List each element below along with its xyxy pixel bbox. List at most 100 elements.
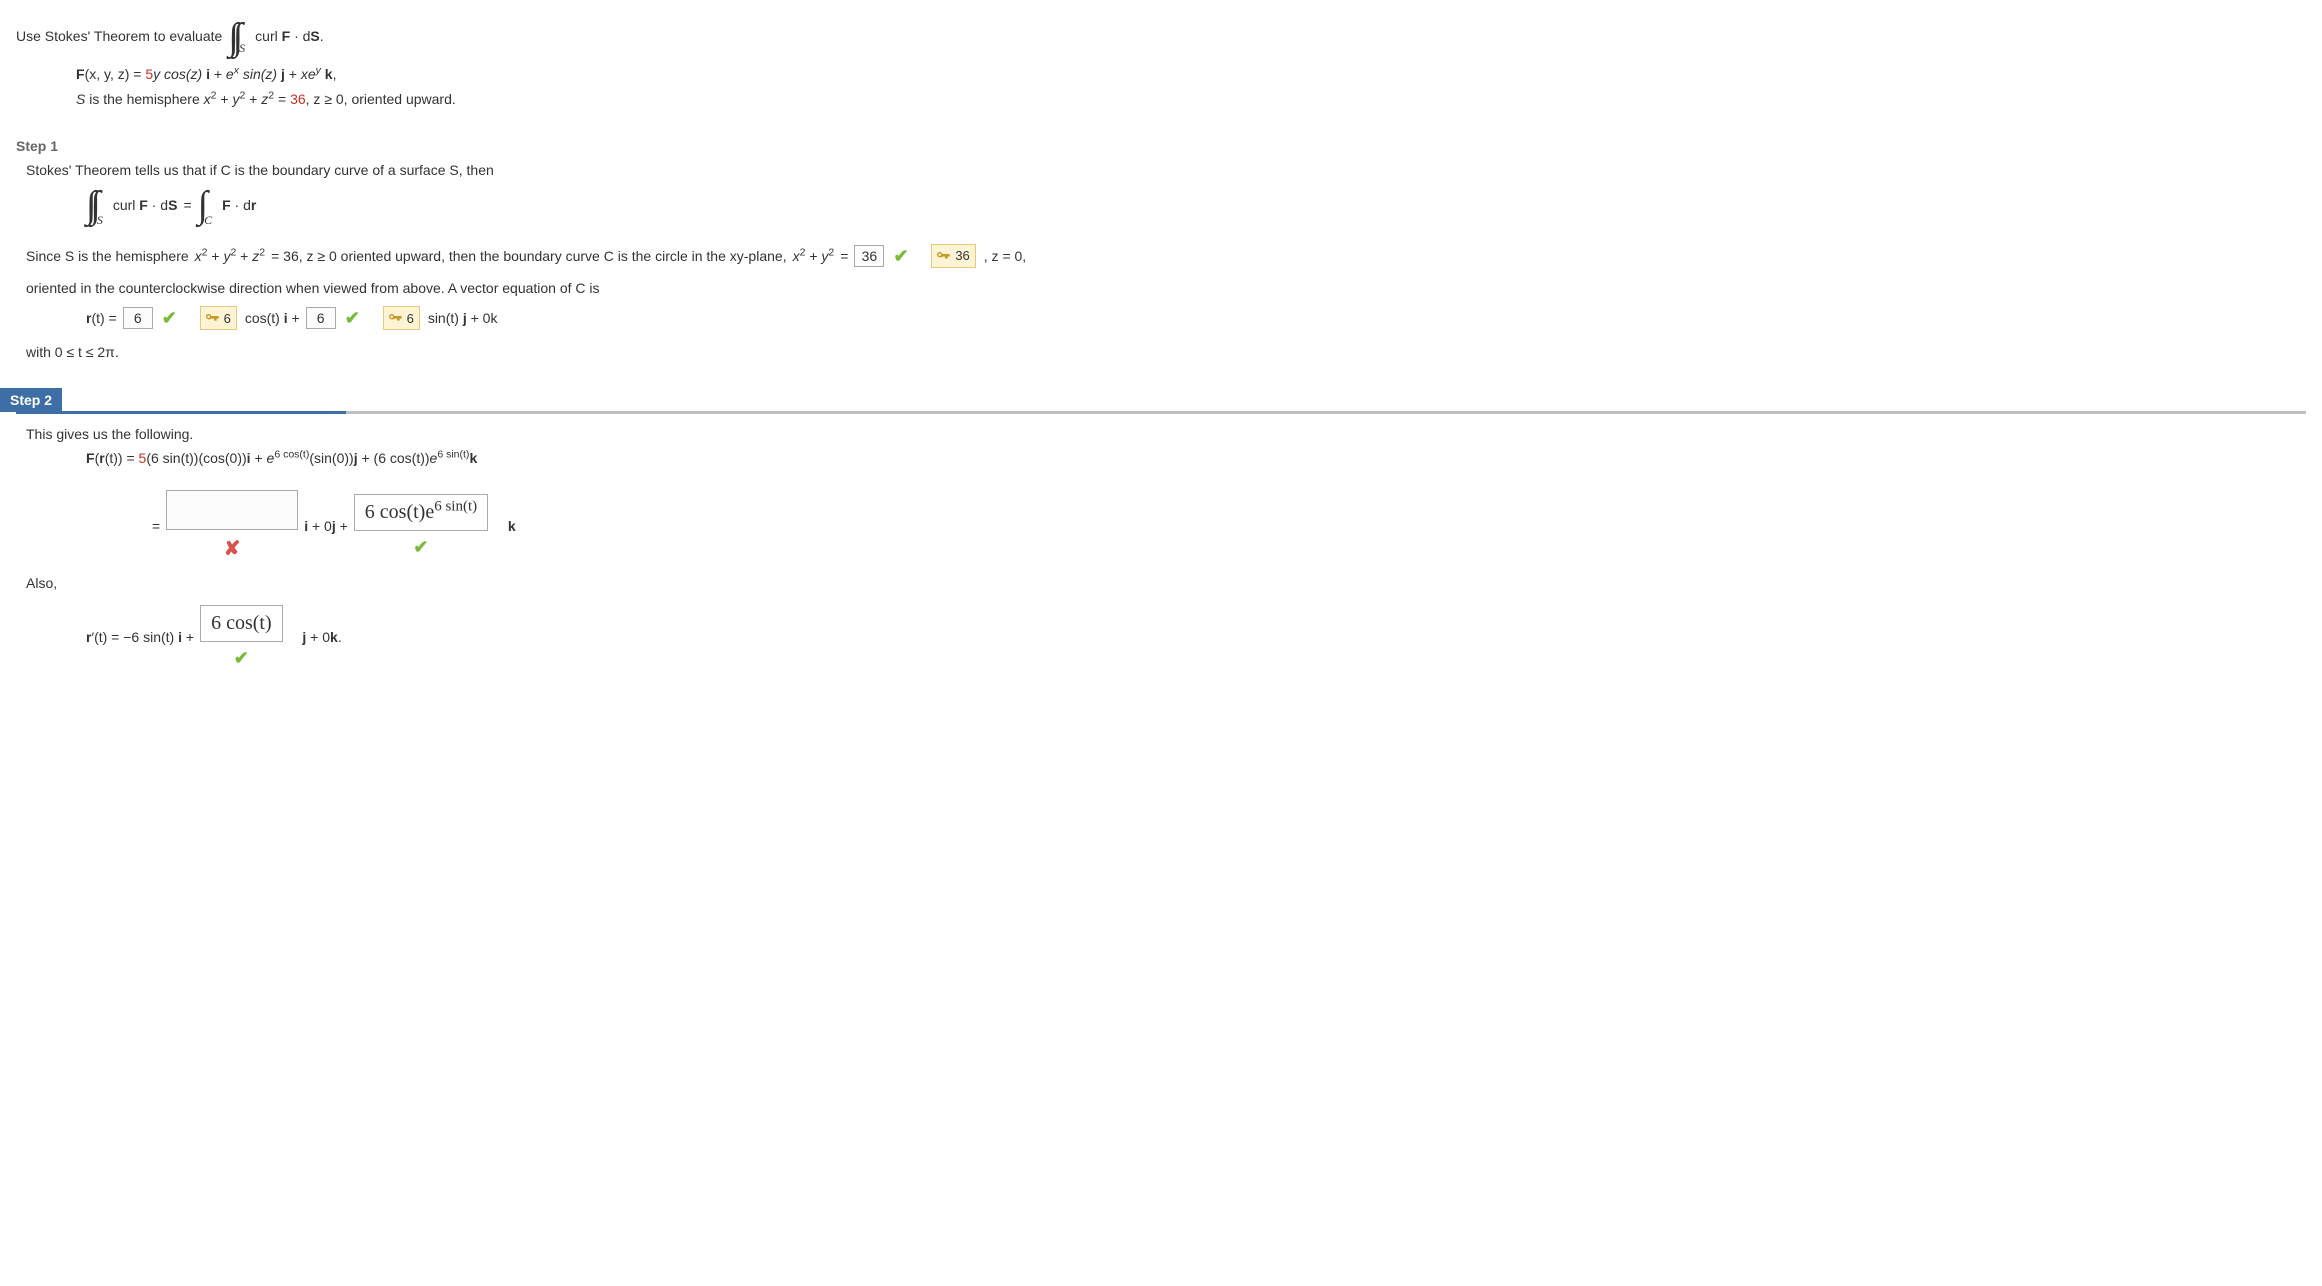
step1-since: Since S is the hemisphere x2 + y2 + z2 =… [26,238,2306,274]
show-answer-value: 36 [955,243,969,269]
pl1: + [216,91,232,107]
sinz: sin(z) [239,66,281,82]
pl2: + [358,450,374,466]
S-definition: S is the hemisphere x2 + y2 + z2 = 36, z… [16,87,2306,112]
double-integral-icon: ∫∫S [228,18,249,56]
problem-line-1: Use Stokes' Theorem to evaluate ∫∫S curl… [16,18,2306,56]
show-answer-36[interactable]: 36 [931,244,975,268]
key-icon [935,248,951,264]
dot: · [152,197,157,213]
period: . [320,28,324,44]
answer-box-k-component[interactable]: 6 cos(t)e6 sin(t) [354,494,488,531]
curl-text: curl [255,28,278,44]
since-b: = 36, z ≥ 0 oriented upward, then the bo… [271,242,786,270]
rt-arg: (t)) = [105,450,139,466]
rprime-tail: j + 0k. [302,629,341,645]
rhs: F · dr [222,197,256,213]
single-integral-icon: ∫C [198,186,216,224]
page-content: Use Stokes' Theorem to evaluate ∫∫S curl… [0,0,2322,687]
answer-box-i-component[interactable] [166,490,298,530]
eq-sign: = [152,518,160,534]
eq: = [183,197,191,213]
rprime-arg: ′(t) = −6 sin(t) [91,629,178,645]
k-tail: k [508,518,516,534]
F: F [139,197,148,213]
answer-box-6-2[interactable]: 6 [306,307,336,329]
problem-statement: Use Stokes' Theorem to evaluate ∫∫S curl… [16,18,2306,112]
step2-divider [16,411,2306,414]
since-a: Since S is the hemisphere [26,242,189,270]
F-definition: F(x, y, z) = 5y cos(z) i + ex sin(z) j +… [16,62,2306,87]
curl: curl [113,197,136,213]
sint: sin(t) j + 0k [428,310,498,326]
comma: , [333,66,337,82]
pl1: + [251,450,267,466]
F-rt-simplified: = ✘ i + 0j + 6 cos(t)e6 sin(t) ✔ k [26,490,2306,561]
F: F [86,450,95,466]
S-cond: , z ≥ 0, oriented upward. [306,91,456,107]
exp-6cost: 6 cos(t) [274,449,309,461]
k: k [469,450,477,466]
check-icon: ✔ [234,648,249,669]
ans-j-text: 6 cos(t) [211,612,272,634]
mid-text: i + 0j + [304,518,348,534]
x: x [204,91,211,107]
step1-rt: r(t) = 6 ✔ 6 cos(t) i + 6 ✔ 6 sin(t) j +… [26,306,2306,330]
key-icon [387,310,403,326]
show-answer-6-1[interactable]: 6 [200,306,237,330]
step1-header: Step 1 [16,138,2306,154]
e1: (6 sin(t))(cos(0)) [146,450,246,466]
dot2: · [235,197,240,213]
also: Also, [26,575,2306,591]
check-icon: ✔ [893,238,908,274]
coef-5: 5 [145,66,153,82]
cross-icon: ✘ [224,536,241,561]
step2-body: This gives us the following. F(r(t)) = 5… [16,426,2306,669]
step2-line1: This gives us the following. [26,426,2306,442]
show-answer-value: 6 [224,311,231,326]
f-args: (x, y, z) = [85,66,146,82]
F-rt-expansion: F(r(t)) = 5(6 sin(t))(cos(0))i + e6 cos(… [26,450,2306,466]
F2: F [222,197,231,213]
thirtysix: 36 [290,91,306,107]
dot: · [294,28,299,44]
exp-6sint: 6 sin(t) [437,449,469,461]
step1-body: Stokes' Theorem tells us that if C is th… [16,162,2306,360]
answer-box-6-1[interactable]: 6 [123,307,153,329]
dS: dS [303,28,320,44]
step2-container: Step 2 [16,388,2306,414]
step2-header: Step 2 [0,388,62,412]
step1-range: with 0 ≤ t ≤ 2π. [26,344,2306,360]
e1: e [226,66,234,82]
sup-y: y [316,64,321,76]
double-integral-icon: ∫∫S [86,186,107,224]
plus1: + [210,66,226,82]
F-sym: F [76,66,85,82]
plus2: + [285,66,301,82]
step1-oriented: oriented in the counterclockwise directi… [26,280,2306,296]
pl2: + [245,91,261,107]
check-icon: ✔ [345,308,360,329]
curl-expr: curl F · dS. [255,24,324,49]
ans-k-sup: 6 sin(t) [434,498,477,514]
since-d: , z = 0, [984,242,1026,270]
step1-line1: Stokes' Theorem tells us that if C is th… [26,162,2306,178]
eqeq: = [274,91,290,107]
cost: cos(t) i + [245,310,300,326]
check-icon: ✔ [162,308,177,329]
expr3a: (6 cos(t)) [374,450,430,466]
ans-k-text: 6 cos(t)e6 sin(t) [365,501,477,523]
since-c: = [840,242,848,270]
answer-box-j-component[interactable]: 6 cos(t) [200,605,283,642]
term-ycos: y cos(z) [153,66,206,82]
xy-eq: x2 + y2 [793,242,835,270]
intro-text: Use Stokes' Theorem to evaluate [16,24,222,49]
show-answer-value: 6 [407,311,414,326]
vec-k: k [325,66,333,82]
answer-box-36[interactable]: 36 [854,245,884,267]
r-arg: (t) = [91,310,116,326]
S-pre: S [76,91,85,107]
sin0: (sin(0)) [309,450,353,466]
rprime-line: r′(t) = −6 sin(t) i + 6 cos(t) ✔ j + 0k. [26,605,2306,669]
show-answer-6-2[interactable]: 6 [383,306,420,330]
